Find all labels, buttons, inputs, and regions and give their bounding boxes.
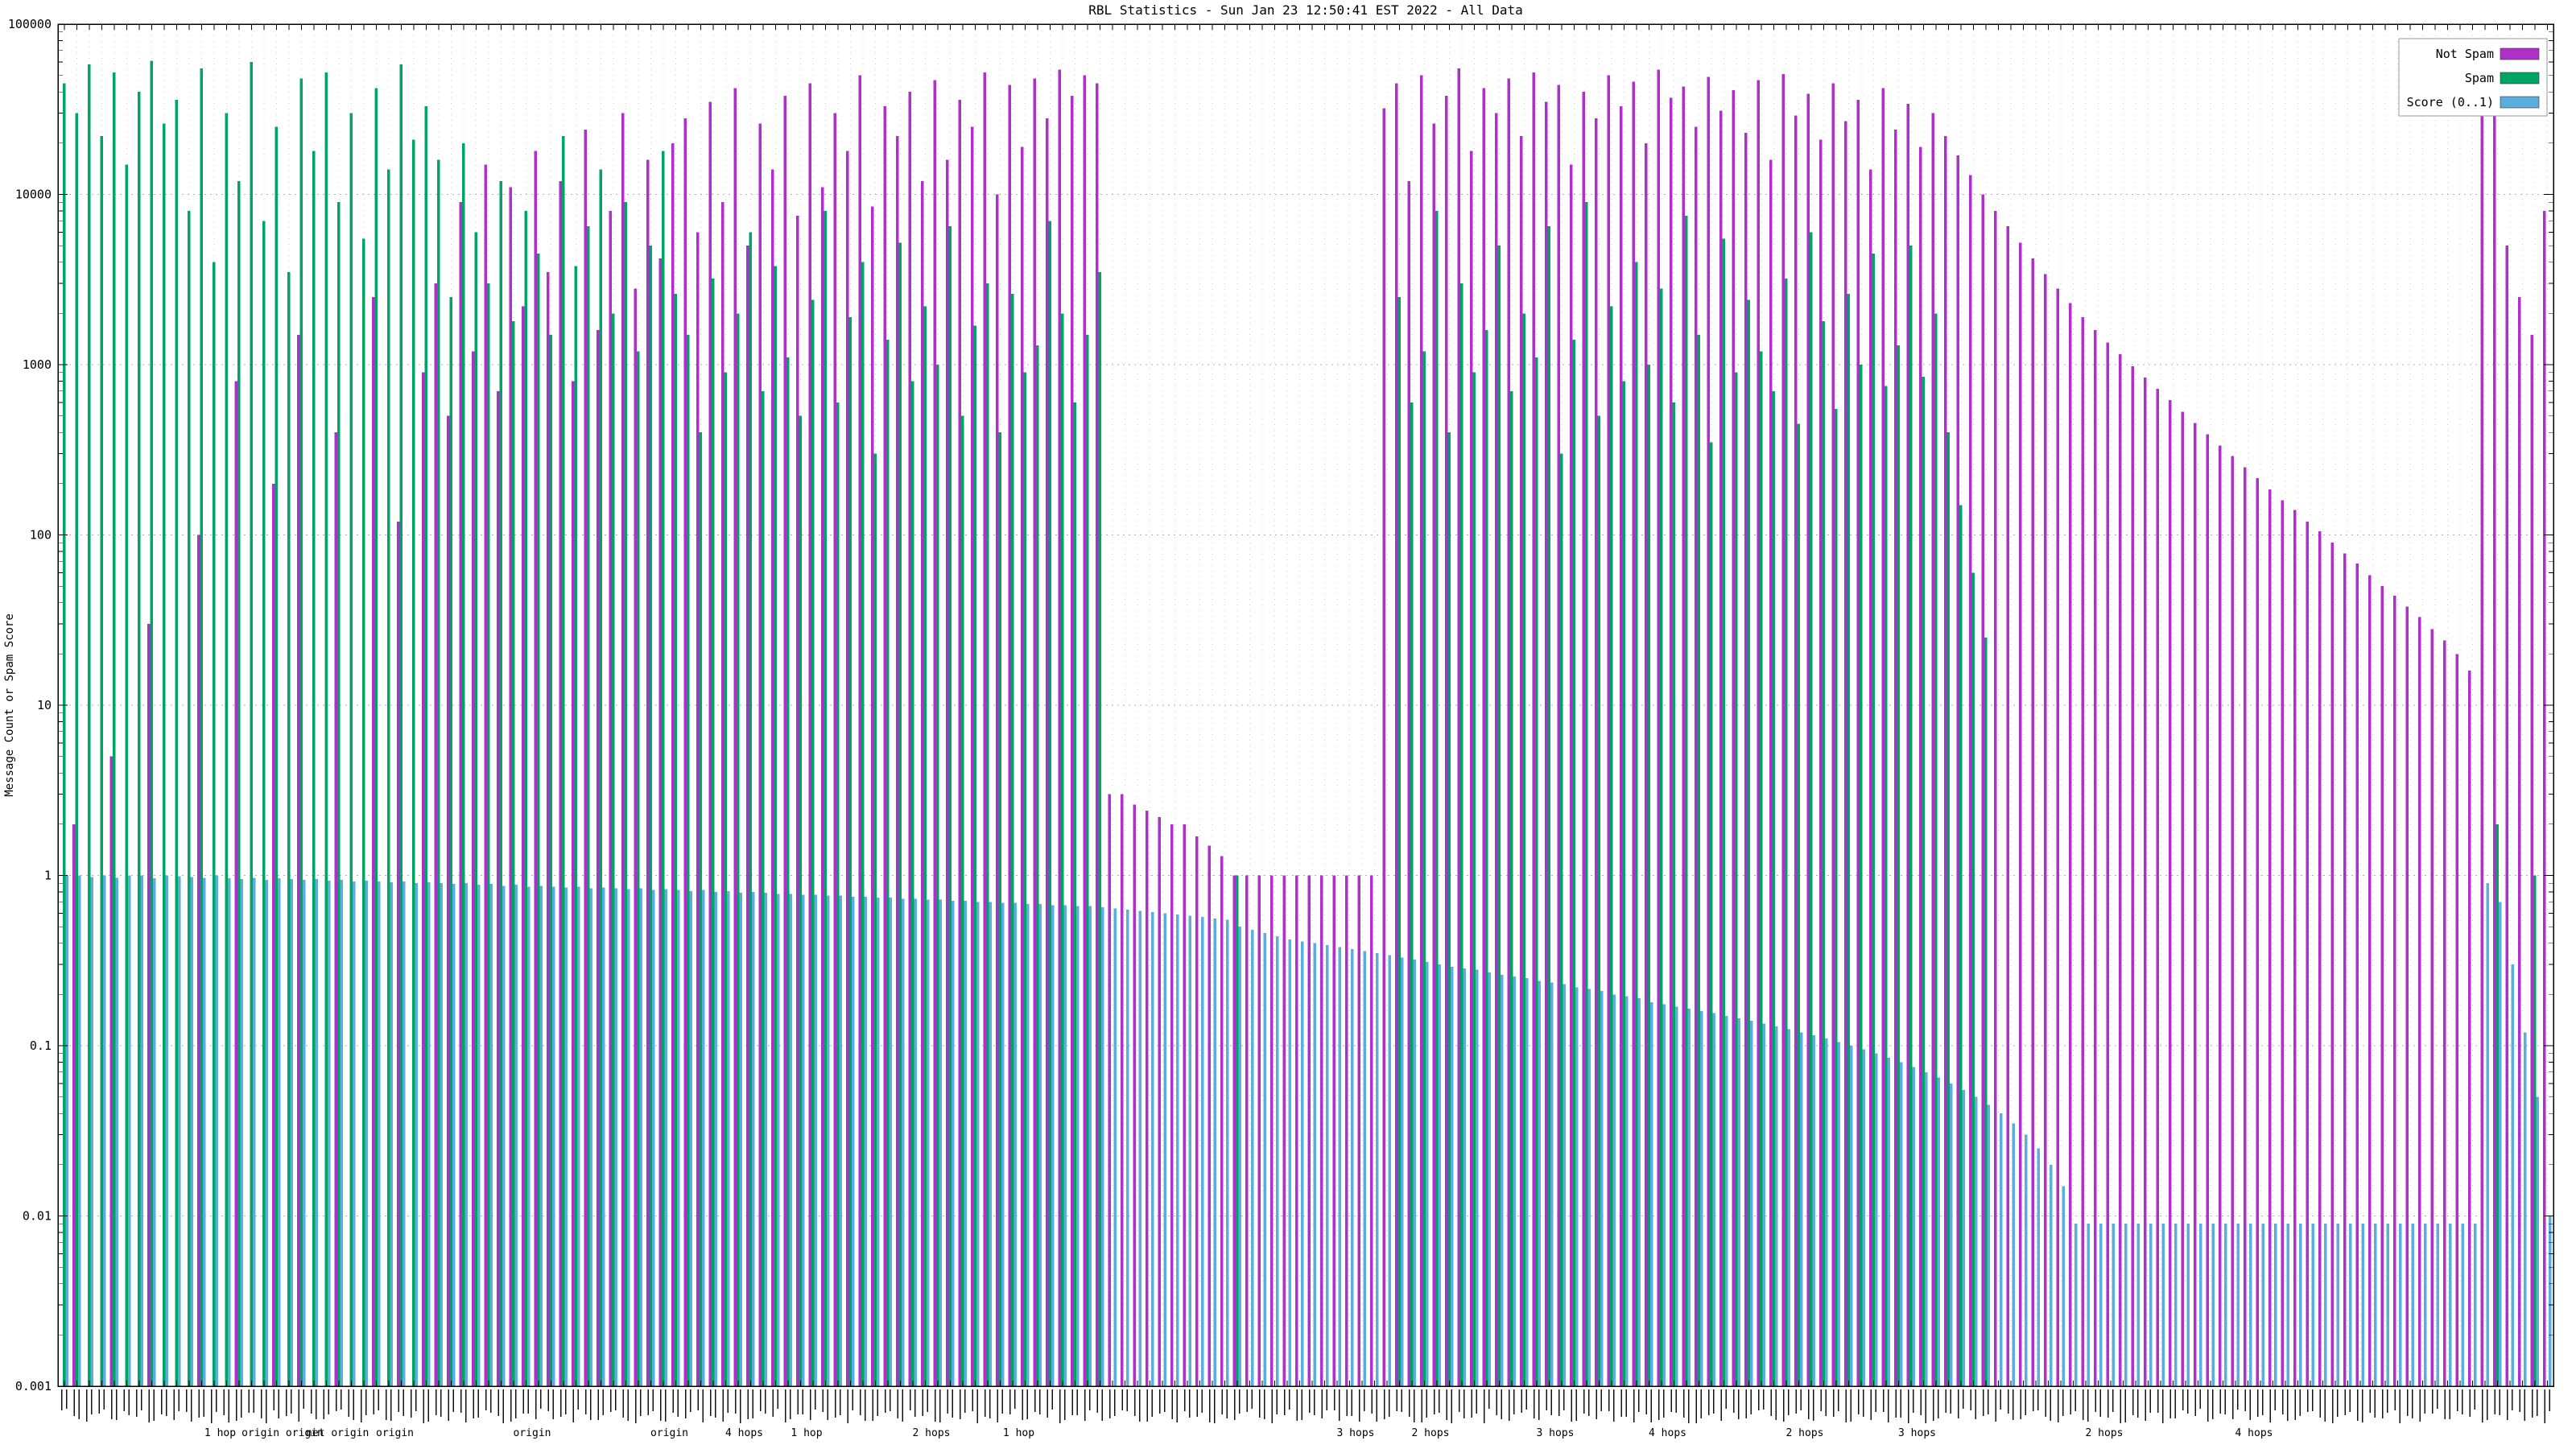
chart-title: RBL Statistics - Sun Jan 23 12:50:41 EST… xyxy=(1088,2,1522,18)
svg-text:3 hops: 3 hops xyxy=(1537,1427,1575,1439)
svg-text:0.1: 0.1 xyxy=(30,1038,52,1053)
svg-text:origin: origin xyxy=(376,1427,414,1439)
svg-text:2 hops: 2 hops xyxy=(913,1427,951,1439)
svg-text:3 hops: 3 hops xyxy=(1337,1427,1375,1439)
svg-text:1 hop: 1 hop xyxy=(791,1427,822,1439)
svg-text:1: 1 xyxy=(44,869,52,883)
svg-text:3 hops: 3 hops xyxy=(1898,1427,1936,1439)
legend-label-spam: Spam xyxy=(2465,71,2494,85)
y-tick-labels: 100000 10000 1000 100 10 1 0.1 0.01 0.001 xyxy=(8,17,52,1393)
legend-swatch-not-spam xyxy=(2500,47,2540,60)
y-axis-label: Message Count or Spam Score xyxy=(3,613,16,797)
legend-label-not-spam: Not Spam xyxy=(2436,47,2494,61)
svg-text:origin: origin xyxy=(650,1427,688,1439)
svg-text:origin: origin xyxy=(514,1427,551,1439)
svg-text:0.01: 0.01 xyxy=(23,1209,52,1224)
svg-text:4 hops: 4 hops xyxy=(725,1427,763,1439)
axes xyxy=(57,23,2554,1387)
legend-label-score: Score (0..1) xyxy=(2407,95,2494,109)
legend-swatch-spam xyxy=(2500,72,2540,85)
svg-text:1 hop: 1 hop xyxy=(1003,1427,1034,1439)
x-tick-labels-illegible xyxy=(60,1389,2550,1423)
gridlines xyxy=(58,24,2553,1386)
svg-text:1000: 1000 xyxy=(23,357,52,372)
svg-text:origin origin: origin origin xyxy=(242,1427,324,1439)
svg-text:10000: 10000 xyxy=(15,188,52,202)
svg-text:net origin: net origin xyxy=(306,1427,369,1439)
svg-text:2 hops: 2 hops xyxy=(2086,1427,2124,1439)
svg-text:2 hops: 2 hops xyxy=(1412,1427,1450,1439)
svg-text:100: 100 xyxy=(30,528,52,543)
svg-text:4 hops: 4 hops xyxy=(2235,1427,2273,1439)
legend-swatch-score xyxy=(2500,96,2540,109)
svg-text:100000: 100000 xyxy=(8,17,52,31)
svg-text:10: 10 xyxy=(37,698,52,712)
svg-text:4 hops: 4 hops xyxy=(1649,1427,1686,1439)
svg-text:2 hops: 2 hops xyxy=(1786,1427,1824,1439)
svg-text:0.001: 0.001 xyxy=(15,1379,52,1393)
svg-text:1 hop: 1 hop xyxy=(204,1427,236,1439)
bars xyxy=(63,60,2552,1387)
legend: Not Spam Spam Score (0..1) xyxy=(2398,38,2548,117)
